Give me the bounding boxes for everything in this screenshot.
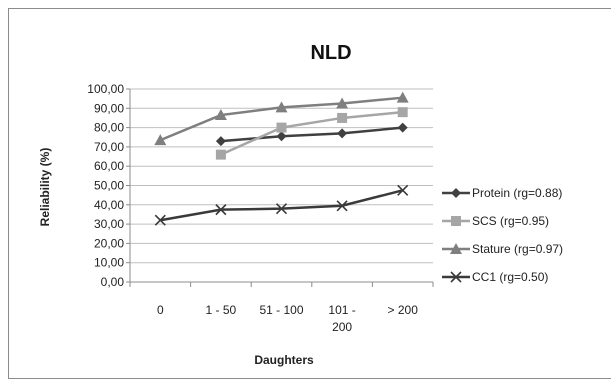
y-tick-label: 20,00: [94, 236, 124, 250]
y-tick-label: 60,00: [94, 159, 124, 173]
data-point-x: [336, 200, 348, 212]
x-axis-title: Daughters: [254, 353, 314, 367]
series-1: [215, 107, 408, 160]
y-tick-label: 30,00: [94, 217, 124, 231]
data-point-triangle: [336, 97, 349, 109]
series-2: [154, 91, 409, 146]
data-point-triangle: [396, 91, 409, 103]
x-tick-label: 0: [157, 303, 164, 317]
x-tick-label: 1 - 50: [206, 303, 237, 317]
data-point-square: [337, 112, 348, 123]
data-point-triangle: [275, 101, 288, 113]
data-point-triangle: [214, 109, 227, 121]
gridlines: [130, 88, 433, 264]
data-point-square: [451, 216, 461, 226]
legend-entry: SCS (rg=0.95): [442, 214, 549, 228]
data-point-x: [215, 204, 227, 216]
data-point-square: [276, 122, 287, 133]
legend-entry: Stature (rg=0.97): [442, 242, 563, 256]
legend-label: Stature (rg=0.97): [472, 242, 563, 256]
legend-entry: Protein (rg=0.88): [442, 186, 562, 200]
series-0: [215, 122, 408, 147]
data-point-x: [450, 271, 462, 283]
legend: Protein (rg=0.88) SCS (rg=0.95) Stature (r…: [442, 186, 563, 284]
data-point-diamond: [276, 131, 287, 142]
data-point-x: [275, 203, 288, 215]
data-point-x: [397, 184, 409, 196]
legend-label: CC1 (rg=0.50): [472, 270, 548, 284]
axes: [126, 88, 434, 287]
legend-entry: CC1 (rg=0.50): [442, 270, 548, 284]
y-tick-label: 0,00: [101, 275, 125, 289]
data-point-triangle: [154, 134, 167, 146]
data-point-diamond: [215, 136, 226, 147]
legend-label: Protein (rg=0.88): [472, 186, 562, 200]
legend-label: SCS (rg=0.95): [472, 214, 549, 228]
data-point-x: [154, 214, 166, 226]
x-tick-label: 101 -200: [328, 303, 355, 334]
y-axis-title: Reliability (%): [38, 148, 52, 227]
y-tick-label: 10,00: [94, 256, 124, 270]
data-point-square: [215, 149, 226, 160]
data-point-diamond: [397, 122, 408, 133]
x-tick-labels: 0 1 - 50 51 - 100 101 -200 > 200: [157, 303, 418, 334]
data-point-square: [397, 107, 408, 118]
data-point-diamond: [451, 188, 461, 198]
y-tick-label: 70,00: [94, 140, 124, 154]
y-tick-label: 90,00: [94, 101, 124, 115]
x-tick-label: 51 - 100: [259, 303, 303, 317]
series-3: [154, 184, 409, 226]
series: [154, 91, 409, 226]
y-tick-label: 50,00: [94, 179, 124, 193]
series-line: [220, 126, 403, 143]
series-line: [220, 110, 403, 156]
chart-title: NLD: [310, 42, 351, 64]
data-point-triangle: [450, 243, 462, 254]
y-tick-label: 100,00: [87, 82, 124, 96]
y-tick-labels: 0,00 10,00 20,00 30,00 40,00 50,00 60,00 70,00 8…: [87, 82, 124, 289]
data-point-diamond: [337, 128, 348, 139]
y-tick-label: 40,00: [94, 198, 124, 212]
y-tick-label: 80,00: [94, 121, 124, 135]
x-tick-label: > 200: [388, 303, 419, 317]
chart-frame: NLD Reliability (%) Daughters 0,00 10,00 2…: [8, 8, 611, 379]
line-chart: NLD Reliability (%) Daughters 0,00 10,00 2…: [38, 42, 563, 367]
